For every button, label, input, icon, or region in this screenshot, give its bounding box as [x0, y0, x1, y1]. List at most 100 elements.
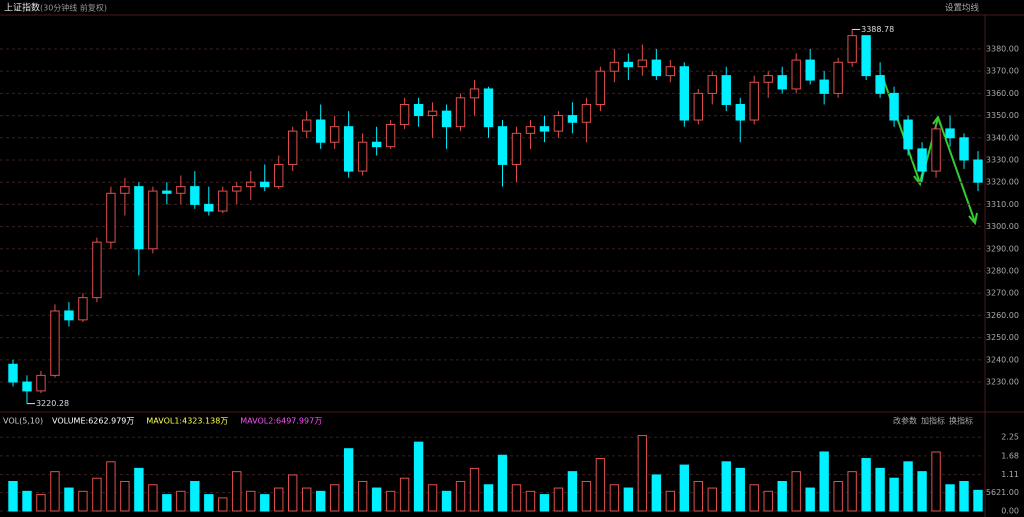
candle-body [50, 310, 60, 376]
legend-entry: MAVOL1:4323.138万 [146, 417, 228, 426]
candle-body [805, 59, 815, 81]
candle-body [371, 141, 382, 148]
volume-bar [735, 467, 745, 512]
candle-body [8, 363, 18, 383]
volume-bar [707, 487, 717, 512]
volume-bar [777, 480, 787, 512]
y-tick-label: 1.11 [1001, 470, 1019, 479]
low-label: 3220.28 [36, 399, 69, 408]
candle-body [190, 186, 200, 205]
y-tick-label: 3370.00 [986, 67, 1019, 76]
y-tick-label: 3260.00 [986, 311, 1019, 320]
candle-body [609, 61, 620, 72]
volume-bar [875, 467, 885, 512]
candle-body [721, 75, 731, 105]
candle-body [232, 186, 242, 192]
volume-bar [218, 497, 228, 512]
volume-bar [623, 487, 634, 512]
volume-bar [427, 484, 438, 512]
volume-bar [162, 494, 172, 512]
candle-body [945, 128, 955, 139]
ma-button[interactable]: 设置均线 [945, 3, 980, 14]
volume-bar [651, 474, 662, 512]
candle-body [455, 97, 466, 128]
volume-bar [721, 461, 731, 512]
candle-body [22, 381, 32, 392]
candle-body [973, 159, 983, 183]
candle-body [441, 110, 452, 128]
candle-body [78, 297, 88, 321]
y-tick-label: 3310.00 [986, 200, 1019, 209]
candle-body [847, 35, 857, 63]
volume-bar [176, 490, 186, 512]
candle-body [931, 128, 941, 172]
candle-body [525, 126, 536, 134]
volume-bar [637, 435, 648, 512]
candle-body [329, 126, 340, 143]
candle-body [64, 310, 74, 321]
candle-body [623, 61, 634, 68]
y-tick-label: 3360.00 [986, 89, 1019, 98]
volume-bar [441, 490, 452, 512]
volume-bar [595, 458, 606, 512]
volume-bar [343, 448, 354, 512]
candle-body [665, 66, 676, 77]
volume-bar [64, 487, 74, 512]
candle-body [427, 110, 438, 117]
candle-body [679, 66, 690, 121]
candle-body [539, 126, 550, 132]
volume-bar [455, 480, 466, 512]
toolbar-button[interactable]: 改参数 [893, 416, 917, 426]
volume-bar [847, 471, 857, 512]
candle-body [861, 35, 871, 77]
volume-bar [385, 490, 396, 512]
y-tick-label: 0.00 [1001, 507, 1019, 516]
volume-bar [973, 489, 983, 512]
candle-body [875, 75, 885, 94]
volume-bar [371, 487, 382, 512]
y-tick-label: 3340.00 [986, 133, 1019, 142]
volume-bar [190, 480, 200, 512]
volume-bar [134, 467, 144, 512]
volume-bar [22, 490, 32, 512]
volume-bar [539, 494, 550, 512]
volume-bar [36, 494, 46, 512]
candle-body [92, 241, 102, 299]
volume-bar [553, 487, 564, 512]
y-tick-label: 3380.00 [986, 44, 1019, 53]
candle-body [301, 119, 312, 132]
volume-bar [959, 480, 969, 512]
toolbar-button[interactable]: 加指标 [921, 416, 945, 426]
candle-body [749, 81, 759, 121]
toolbar-button[interactable]: 换指标 [949, 416, 973, 426]
volume-bar [399, 477, 410, 512]
volume-bar [357, 480, 368, 512]
candle-body [218, 190, 228, 212]
y-tick-label: 3300.00 [986, 222, 1019, 231]
candle-body [651, 59, 662, 77]
y-tick-label: 3230.00 [986, 378, 1019, 387]
volume-bar [204, 494, 214, 512]
volume-bar [945, 484, 955, 512]
y-tick-label: 2.25 [1001, 433, 1019, 442]
candle-body [399, 103, 410, 125]
volume-bar [483, 484, 494, 512]
volume-bar [106, 461, 116, 512]
candle-body [260, 181, 270, 188]
candle-body [791, 59, 801, 90]
candle-body [567, 115, 578, 123]
candle-body [889, 92, 899, 121]
high-label: 3388.78 [861, 25, 894, 34]
volume-bar [609, 484, 620, 512]
y-tick-label: 3240.00 [986, 355, 1019, 364]
volume-bar [301, 487, 312, 512]
volume-bar [763, 490, 773, 512]
candle-body [134, 186, 144, 250]
candle-body [274, 163, 284, 188]
candle-body [693, 92, 703, 121]
volume-bar [120, 480, 130, 512]
y-tick-label: 1.68 [1001, 451, 1019, 460]
volume-bar [749, 484, 759, 512]
